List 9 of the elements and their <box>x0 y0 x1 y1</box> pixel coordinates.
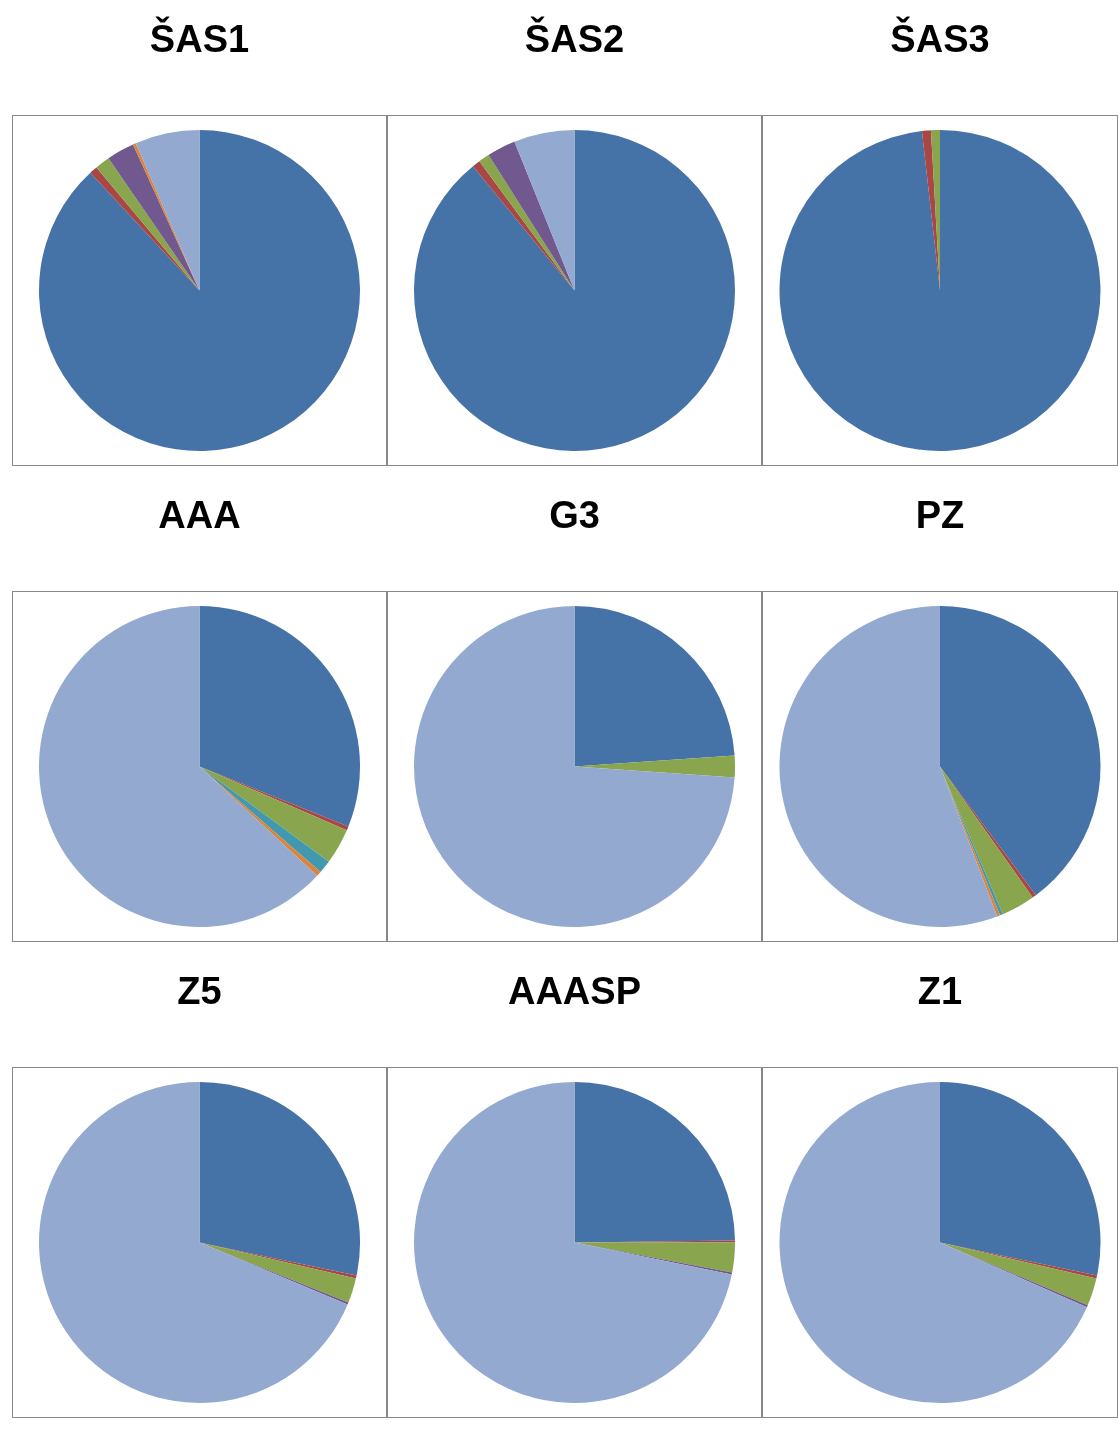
chart-title: AAA <box>157 493 242 538</box>
chart-title: G3 <box>548 493 601 538</box>
chart-title: Z5 <box>176 969 223 1014</box>
chart-title: ŠAS3 <box>889 15 991 62</box>
chart-title: ŠAS2 <box>523 15 626 62</box>
chart-title: Z1 <box>916 969 964 1014</box>
chart-title: ŠAS1 <box>148 15 251 62</box>
chart-title: PZ <box>914 493 966 538</box>
chart-title: AAASP <box>507 969 642 1014</box>
